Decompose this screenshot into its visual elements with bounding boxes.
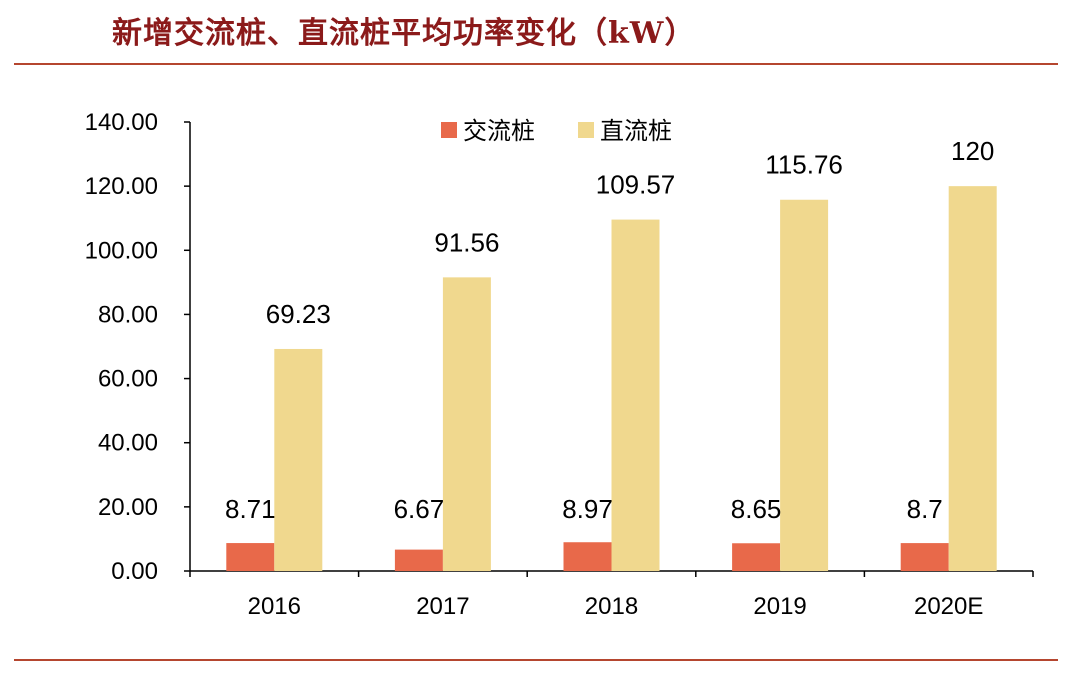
chart-title: 新增交流桩、直流桩平均功率变化（kW） (112, 16, 696, 51)
y-tick-label: 140.00 (85, 109, 158, 136)
bar-dc (442, 277, 491, 571)
legend-swatch (441, 122, 457, 138)
bars (226, 186, 997, 571)
legend-label: 交流桩 (463, 117, 535, 145)
bar-ac (394, 549, 443, 571)
axes: 0.00 20.00 40.00 60.00 80.00 100.00 120.00 140.… (85, 109, 1034, 620)
title-bar: 新增交流桩、直流桩平均功率变化（kW） (0, 0, 1079, 66)
legend: 交流桩 直流桩 (441, 117, 672, 145)
data-labels: 8.71 69.23 6.67 91.56 8.97 109.57 8.65 115.76 8.… (225, 136, 994, 524)
bar-dc (274, 348, 323, 571)
y-tick-label: 20.00 (98, 494, 158, 521)
data-label-ac: 8.65 (731, 494, 782, 524)
data-label-dc: 91.56 (434, 227, 499, 257)
x-tick-label: 2019 (753, 593, 806, 620)
legend-label: 直流桩 (600, 117, 672, 145)
data-label-ac: 8.97 (562, 494, 613, 524)
x-tick-label: 2020E (914, 593, 983, 620)
data-label-dc: 109.57 (596, 170, 676, 200)
data-label-dc: 69.23 (266, 299, 331, 329)
data-label-dc: 120 (951, 136, 994, 166)
legend-swatch (578, 122, 594, 138)
bar-ac (732, 543, 781, 571)
y-tick-label: 80.00 (98, 301, 158, 328)
data-label-ac: 8.71 (225, 494, 276, 524)
data-label-dc: 115.76 (765, 150, 843, 180)
bar-ac (563, 542, 612, 571)
top-rule (14, 63, 1058, 65)
x-tick-label: 2018 (585, 593, 638, 620)
x-tick-label: 2017 (416, 593, 469, 620)
y-tick-label: 40.00 (98, 430, 158, 457)
bar-dc (611, 219, 660, 571)
bottom-rule (14, 659, 1058, 661)
y-tick-label: 100.00 (85, 237, 158, 264)
x-tick-label: 2016 (248, 593, 301, 620)
bar-dc (948, 186, 997, 571)
bar-ac (900, 543, 949, 571)
bar-ac (226, 543, 275, 571)
y-tick-label: 120.00 (85, 173, 158, 200)
data-label-ac: 6.67 (394, 494, 445, 524)
data-label-ac: 8.7 (907, 494, 943, 524)
y-tick-label: 60.00 (98, 366, 158, 393)
y-tick-label: 0.00 (111, 558, 158, 585)
bar-dc (780, 199, 829, 571)
